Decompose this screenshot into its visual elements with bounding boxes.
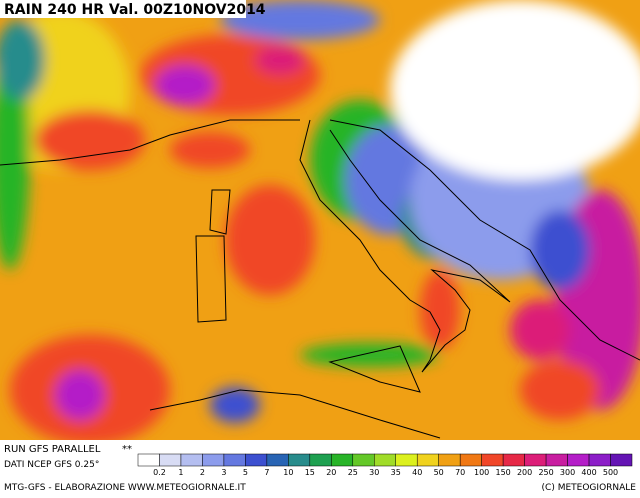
legend-label: 15 <box>305 468 315 477</box>
precipitation-field <box>0 0 640 445</box>
legend-swatch <box>266 453 289 467</box>
legend-swatch <box>567 453 590 467</box>
legend-swatch <box>438 453 461 467</box>
legend-swatch <box>502 453 525 467</box>
footer-right: (C) METEOGIORNALE <box>542 483 637 493</box>
legend-label: 3 <box>221 468 226 477</box>
legend-swatch <box>159 453 182 467</box>
legend-swatch <box>288 453 311 467</box>
title-box <box>0 0 246 18</box>
legend-label: 30 <box>369 468 379 477</box>
legend-label: 5 <box>243 468 248 477</box>
run-marker: ** <box>122 444 132 455</box>
legend-label: 200 <box>517 468 532 477</box>
legend-label: 7 <box>264 468 269 477</box>
legend-swatch <box>331 453 354 467</box>
legend-swatch <box>459 453 482 467</box>
legend-label: 500 <box>603 468 618 477</box>
legend-swatch <box>416 453 439 467</box>
legend-swatch <box>223 453 246 467</box>
coastlines <box>0 119 640 439</box>
source-label: DATI NCEP GFS 0.25° <box>4 460 99 470</box>
legend-swatch <box>180 453 203 467</box>
footer-left: MTG-GFS - ELABORAZIONE WWW.METEOGIORNALE… <box>4 483 246 493</box>
legend-label: 150 <box>495 468 510 477</box>
legend-label: 35 <box>391 468 401 477</box>
legend-swatch <box>202 453 225 467</box>
legend-swatch <box>352 453 375 467</box>
run-label: RUN GFS PARALLEL <box>4 444 101 455</box>
legend-label: 300 <box>560 468 575 477</box>
color-legend: 0.2 1 2 3 5 7 10 15 20 25 30 35 40 50 70 100 150 200 250 30… <box>137 453 633 477</box>
legend-label: 70 <box>455 468 465 477</box>
footer-panel <box>0 440 640 494</box>
legend-swatch <box>309 453 332 467</box>
legend-swatch <box>245 453 268 467</box>
legend-swatch <box>588 453 611 467</box>
map-title: RAIN 240 HR Val. 00Z10NOV2014 <box>4 2 266 18</box>
legend-label: 25 <box>348 468 358 477</box>
legend-swatch <box>524 453 547 467</box>
legend-label: 20 <box>326 468 336 477</box>
legend-label: 400 <box>581 468 596 477</box>
legend-swatch <box>610 453 633 467</box>
legend-swatch <box>545 453 568 467</box>
legend-swatch <box>481 453 504 467</box>
legend-swatch <box>395 453 418 467</box>
legend-label: 1 <box>178 468 183 477</box>
legend-label: 100 <box>474 468 489 477</box>
legend-label: 250 <box>538 468 553 477</box>
legend-label: 50 <box>434 468 444 477</box>
legend-label: 10 <box>283 468 293 477</box>
legend-swatch <box>374 453 396 467</box>
legend-label: 2 <box>200 468 205 477</box>
legend-label: 40 <box>412 468 422 477</box>
legend-label: 0.2 <box>153 468 166 477</box>
legend-swatch <box>137 453 160 467</box>
